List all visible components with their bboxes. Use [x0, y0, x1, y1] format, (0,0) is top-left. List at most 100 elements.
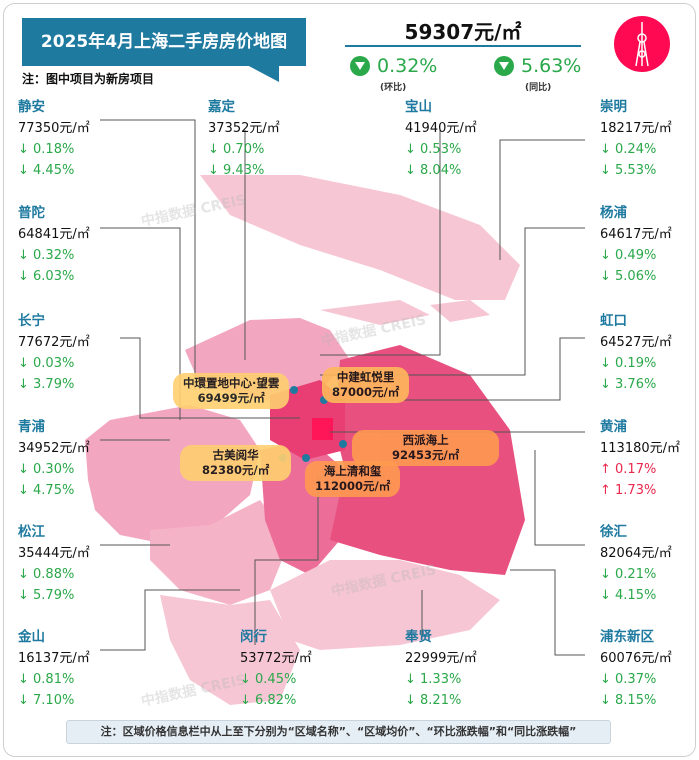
fengxian [270, 560, 500, 650]
district-name: 奉贤 [405, 629, 432, 645]
district-price: 60076元/㎡ [600, 651, 672, 666]
down-triangle-icon [494, 56, 514, 76]
district-mom: ↓ 0.70% [208, 142, 265, 157]
project-label: 中建虹悦里 87000元/㎡ [322, 367, 410, 403]
district-yoy: ↓ 6.82% [240, 693, 297, 708]
footer-note: 注：区域价格信息栏中从上至下分别为“区域名称”、“区域均价”、“环比涨跌幅”和“… [66, 720, 611, 744]
district-info: 宝山 41940元/㎡ ↓ 0.53% ↓ 8.04% [405, 97, 477, 181]
district-price: 34952元/㎡ [18, 441, 90, 456]
district-info: 徐汇 82064元/㎡ ↓ 0.21% ↓ 4.15% [600, 522, 672, 606]
district-name: 金山 [18, 629, 45, 645]
district-price: 77350元/㎡ [18, 121, 90, 136]
district-info: 虹口 64527元/㎡ ↓ 0.19% ↓ 3.76% [600, 311, 672, 395]
district-name: 长宁 [18, 313, 45, 329]
district-mom: ↓ 0.03% [18, 356, 75, 371]
district-price: 22999元/㎡ [405, 651, 477, 666]
district-price: 64841元/㎡ [18, 227, 90, 242]
divider [345, 45, 581, 47]
district-price: 82064元/㎡ [600, 546, 672, 561]
district-price: 64617元/㎡ [600, 227, 672, 242]
district-name: 普陀 [18, 205, 45, 221]
district-name: 杨浦 [600, 205, 627, 221]
mom-value: 0.32% [377, 55, 438, 77]
project-label: 西派海上 92453元/㎡ [352, 430, 500, 466]
page-title: 2025年4月上海二手房房价地图 [22, 18, 306, 66]
project-label: 中環置地中心·望雲 69499元/㎡ [173, 373, 290, 409]
district-name: 闵行 [240, 629, 267, 645]
oriental-pearl-tower-icon [614, 16, 670, 72]
district-info: 杨浦 64617元/㎡ ↓ 0.49% ↓ 5.06% [600, 203, 672, 287]
district-yoy: ↓ 4.75% [18, 483, 75, 498]
district-price: 18217元/㎡ [600, 121, 672, 136]
average-price: 59307元/㎡ [404, 20, 522, 44]
district-info: 普陀 64841元/㎡ ↓ 0.32% ↓ 6.03% [18, 203, 90, 287]
district-mom: ↓ 0.19% [600, 356, 657, 371]
district-name: 崇明 [600, 99, 627, 115]
district-yoy: ↓ 7.10% [18, 693, 75, 708]
district-mom: ↓ 0.53% [405, 142, 462, 157]
district-yoy: ↓ 3.79% [18, 377, 75, 392]
district-price: 41940元/㎡ [405, 121, 477, 136]
district-info: 松江 35444元/㎡ ↓ 0.88% ↓ 5.79% [18, 522, 90, 606]
district-info: 奉贤 22999元/㎡ ↓ 1.33% ↓ 8.21% [405, 627, 477, 711]
frame [3, 3, 696, 757]
district-info: 金山 16137元/㎡ ↓ 0.81% ↓ 7.10% [18, 627, 90, 711]
district-name: 宝山 [405, 99, 432, 115]
mom-label: (环比) [380, 83, 407, 93]
huangpu [312, 418, 333, 440]
district-mom: ↓ 0.24% [600, 142, 657, 157]
district-name: 青浦 [18, 419, 45, 435]
district-name: 松江 [18, 524, 45, 540]
district-info: 崇明 18217元/㎡ ↓ 0.24% ↓ 5.53% [600, 97, 672, 181]
district-yoy: ↓ 5.53% [600, 163, 657, 178]
jinshan [160, 595, 300, 705]
district-mom: ↓ 0.81% [18, 672, 75, 687]
hengsha-island [430, 300, 490, 322]
district-yoy: ↓ 8.04% [405, 163, 462, 178]
district-mom: ↓ 0.30% [18, 462, 75, 477]
mom-change: 0.32% [350, 55, 437, 77]
district-yoy: ↓ 6.03% [18, 269, 75, 284]
district-price: 113180元/㎡ [600, 441, 681, 456]
district-price: 16137元/㎡ [18, 651, 90, 666]
header-note: 注：图中项目为新房项目 [22, 72, 155, 86]
district-name: 徐汇 [600, 524, 627, 540]
district-mom: ↓ 0.21% [600, 567, 657, 582]
district-info: 长宁 77672元/㎡ ↓ 0.03% ↓ 3.79% [18, 311, 90, 395]
district-price: 37352元/㎡ [208, 121, 280, 136]
district-price: 35444元/㎡ [18, 546, 90, 561]
district-info: 青浦 34952元/㎡ ↓ 0.30% ↓ 4.75% [18, 417, 90, 501]
district-mom: ↓ 0.45% [240, 672, 297, 687]
district-yoy: ↑ 1.73% [600, 483, 657, 498]
district-mom: ↑ 0.17% [600, 462, 657, 477]
district-yoy: ↓ 4.45% [18, 163, 75, 178]
yoy-value: 5.63% [521, 55, 582, 77]
down-triangle-icon [350, 56, 370, 76]
district-yoy: ↓ 3.76% [600, 377, 657, 392]
district-mom: ↓ 0.32% [18, 248, 75, 263]
district-yoy: ↓ 8.15% [600, 693, 657, 708]
district-info: 浦东新区 60076元/㎡ ↓ 0.37% ↓ 8.15% [600, 627, 672, 711]
district-mom: ↓ 0.49% [600, 248, 657, 263]
district-info: 静安 77350元/㎡ ↓ 0.18% ↓ 4.45% [18, 97, 90, 181]
district-yoy: ↓ 5.79% [18, 588, 75, 603]
district-info: 嘉定 37352元/㎡ ↓ 0.70% ↓ 9.43% [208, 97, 280, 181]
district-mom: ↓ 1.33% [405, 672, 462, 687]
project-label: 古美阅华 82380元/㎡ [180, 445, 292, 481]
yoy-change: 5.63% [494, 55, 581, 77]
district-yoy: ↓ 4.15% [600, 588, 657, 603]
district-name: 嘉定 [208, 99, 235, 115]
district-mom: ↓ 0.18% [18, 142, 75, 157]
changxing-island [320, 300, 430, 325]
district-yoy: ↓ 5.06% [600, 269, 657, 284]
district-mom: ↓ 0.88% [18, 567, 75, 582]
district-yoy: ↓ 8.21% [405, 693, 462, 708]
district-name: 静安 [18, 99, 45, 115]
title-tail [245, 64, 279, 82]
district-price: 77672元/㎡ [18, 335, 90, 350]
district-price: 64527元/㎡ [600, 335, 672, 350]
district-mom: ↓ 0.37% [600, 672, 657, 687]
district-info: 黄浦 113180元/㎡ ↑ 0.17% ↑ 1.73% [600, 417, 680, 501]
district-info: 闵行 53772元/㎡ ↓ 0.45% ↓ 6.82% [240, 627, 312, 711]
